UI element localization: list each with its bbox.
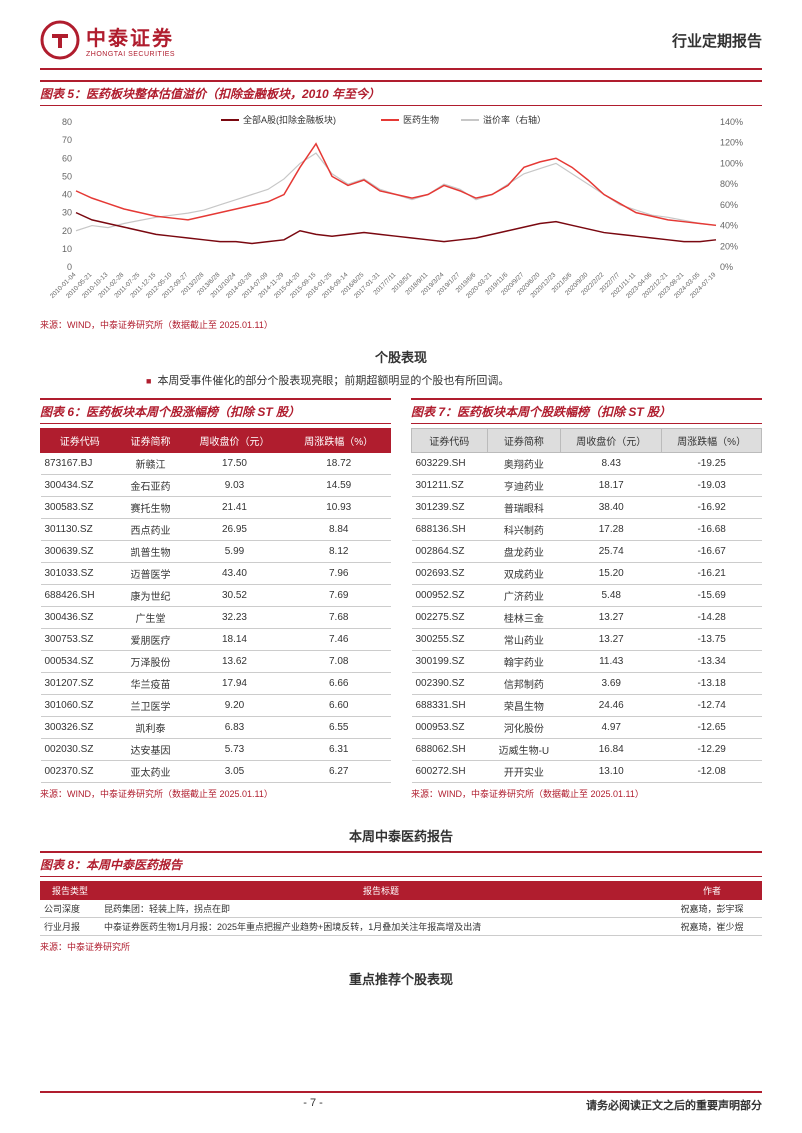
svg-text:80%: 80% [720, 179, 738, 189]
table-row: 300583.SZ赛托生物21.4110.93 [41, 497, 391, 519]
table-row: 行业月报中泰证券医药生物1月月报：2025年重点把握产业趋势+困境反转，1月叠加… [40, 918, 762, 936]
svg-text:70: 70 [62, 135, 72, 145]
logo: 中泰证券 ZHONGTAI SECURITIES [40, 20, 175, 60]
page-footer: - 7 - 请务必阅读正文之后的重要声明部分 [40, 1091, 762, 1113]
svg-text:溢价率（右轴）: 溢价率（右轴） [483, 114, 546, 125]
zhongtai-logo-icon [40, 20, 80, 60]
table-row: 688136.SH科兴制药17.28-16.68 [412, 519, 762, 541]
svg-text:30: 30 [62, 208, 72, 218]
reports-table: 报告类型报告标题作者公司深度昆药集团：轻装上阵，拐点在即祝嘉琦，彭宇琛行业月报中… [40, 881, 762, 936]
col-header: 作者 [662, 881, 762, 900]
table-row: 301239.SZ普瑞眼科38.40-16.92 [412, 497, 762, 519]
logo-cn: 中泰证券 [86, 22, 175, 51]
table-row: 301211.SZ亨迪药业18.17-19.03 [412, 475, 762, 497]
col-header: 周收盘价（元） [561, 429, 662, 453]
fig7-source: 来源：WIND，中泰证券研究所（数据截止至 2025.01.11） [411, 787, 762, 800]
table-row: 873167.BJ新赣江17.5018.72 [41, 453, 391, 475]
table-row: 600272.SH开开实业13.10-12.08 [412, 761, 762, 783]
losers-table: 证券代码证券简称周收盘价（元）周涨跌幅（%）603229.SH奥翔药业8.43-… [411, 428, 762, 783]
table-row: 301060.SZ兰卫医学9.206.60 [41, 695, 391, 717]
table-row: 603229.SH奥翔药业8.43-19.25 [412, 453, 762, 475]
table-row: 002390.SZ信邦制药3.69-13.18 [412, 673, 762, 695]
table-row: 300753.SZ爱朋医疗18.147.46 [41, 629, 391, 651]
table-row: 688331.SH荣昌生物24.46-12.74 [412, 695, 762, 717]
svg-text:20%: 20% [720, 241, 738, 251]
report-section-title: 本周中泰医药报告 [40, 826, 762, 845]
table-row: 002030.SZ达安基因5.736.31 [41, 739, 391, 761]
svg-text:60: 60 [62, 153, 72, 163]
table-row: 002275.SZ桂林三金13.27-14.28 [412, 607, 762, 629]
fig6-title: 图表 6：医药板块本周个股涨幅榜（扣除 ST 股） [40, 398, 391, 424]
disclaimer: 请务必阅读正文之后的重要声明部分 [586, 1097, 762, 1113]
col-header: 证券代码 [41, 429, 119, 453]
fig7-title: 图表 7：医药板块本周个股跌幅榜（扣除 ST 股） [411, 398, 762, 424]
fig5-title: 图表 5：医药板块整体估值溢价（扣除金融板块，2010 年至今） [40, 80, 762, 106]
table-row: 300255.SZ常山药业13.27-13.75 [412, 629, 762, 651]
col-header: 周涨跌幅（%） [662, 429, 762, 453]
svg-text:20: 20 [62, 226, 72, 236]
col-header: 报告标题 [100, 881, 662, 900]
table-row: 002370.SZ亚太药业3.056.27 [41, 761, 391, 783]
gainers-table: 证券代码证券简称周收盘价（元）周涨跌幅（%）873167.BJ新赣江17.501… [40, 428, 391, 783]
svg-text:60%: 60% [720, 200, 738, 210]
svg-text:0: 0 [67, 262, 72, 272]
logo-en: ZHONGTAI SECURITIES [86, 51, 175, 58]
svg-text:100%: 100% [720, 158, 743, 168]
table-row: 000953.SZ河化股份4.97-12.65 [412, 717, 762, 739]
table-row: 公司深度昆药集团：轻装上阵，拐点在即祝嘉琦，彭宇琛 [40, 900, 762, 918]
svg-text:50: 50 [62, 171, 72, 181]
table-row: 688062.SH迈威生物-U16.84-12.29 [412, 739, 762, 761]
svg-text:120%: 120% [720, 138, 743, 148]
table-row: 002864.SZ盘龙药业25.74-16.67 [412, 541, 762, 563]
col-header: 证券简称 [487, 429, 561, 453]
table-row: 000952.SZ广济药业5.48-15.69 [412, 585, 762, 607]
svg-text:140%: 140% [720, 117, 743, 127]
svg-text:医药生物: 医药生物 [403, 114, 439, 125]
table-row: 301207.SZ华兰疫苗17.946.66 [41, 673, 391, 695]
col-header: 周涨跌幅（%） [287, 429, 391, 453]
fig6-source: 来源：WIND，中泰证券研究所（数据截止至 2025.01.11） [40, 787, 391, 800]
svg-text:40: 40 [62, 190, 72, 200]
table-row: 002693.SZ双成药业15.20-16.21 [412, 563, 762, 585]
bullet-icon: ■ [146, 376, 151, 386]
table-row: 300639.SZ凯普生物5.998.12 [41, 541, 391, 563]
col-header: 证券简称 [119, 429, 182, 453]
svg-text:80: 80 [62, 117, 72, 127]
svg-text:40%: 40% [720, 221, 738, 231]
fig5-chart: 0 10 20 30 40 50 60 70 80 0% 20% 40% 60% 80% 100% 120% 1… [40, 112, 762, 312]
fig5-source: 来源：WIND，中泰证券研究所（数据截止至 2025.01.11） [40, 318, 762, 331]
table-row: 300326.SZ凯利泰6.836.55 [41, 717, 391, 739]
svg-text:0%: 0% [720, 262, 733, 272]
table-row: 688426.SH康为世纪30.527.69 [41, 585, 391, 607]
col-header: 报告类型 [40, 881, 100, 900]
fig8-source: 来源：中泰证券研究所 [40, 940, 762, 953]
page-number: - 7 - [40, 1097, 586, 1113]
page-header: 中泰证券 ZHONGTAI SECURITIES 行业定期报告 [40, 20, 762, 70]
col-header: 证券代码 [412, 429, 488, 453]
col-header: 周收盘价（元） [182, 429, 287, 453]
table-row: 300199.SZ翰宇药业11.43-13.34 [412, 651, 762, 673]
table-row: 000534.SZ万泽股份13.627.08 [41, 651, 391, 673]
table-row: 301033.SZ迈普医学43.407.96 [41, 563, 391, 585]
svg-text:全部A股(扣除金融板块): 全部A股(扣除金融板块) [243, 114, 336, 125]
table-row: 301130.SZ西点药业26.958.84 [41, 519, 391, 541]
table-row: 300436.SZ广生堂32.237.68 [41, 607, 391, 629]
stock-section-title: 个股表现 [40, 347, 762, 366]
table-row: 300434.SZ金石亚药9.0314.59 [41, 475, 391, 497]
stock-bullet: ■本周受事件催化的部分个股表现亮眼；前期超额明显的个股也有所回调。 [40, 372, 762, 388]
svg-text:10: 10 [62, 244, 72, 254]
rec-section-title: 重点推荐个股表现 [40, 969, 762, 988]
fig8-title: 图表 8：本周中泰医药报告 [40, 851, 762, 877]
report-type: 行业定期报告 [672, 30, 762, 51]
